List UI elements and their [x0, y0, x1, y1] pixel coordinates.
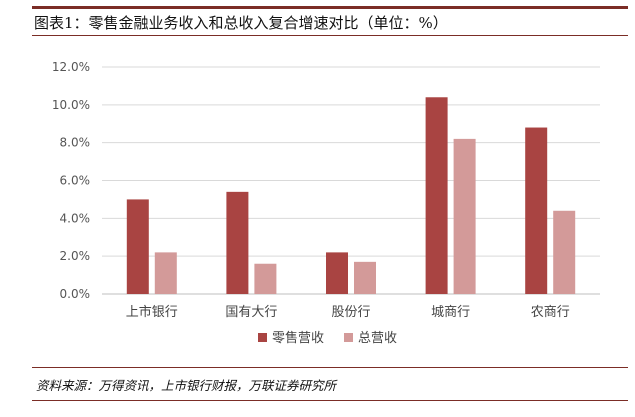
- bar-retail: [126, 199, 149, 294]
- y-tick-label: 0.0%: [60, 287, 91, 301]
- legend-label: 总营收: [358, 331, 397, 346]
- bar-retail: [326, 252, 348, 294]
- source-bar: 资料来源：万得资讯，上市银行财报，万联证券研究所: [32, 367, 628, 401]
- x-tick-label: 农商行: [531, 305, 570, 320]
- y-tick-label: 4.0%: [60, 211, 91, 225]
- y-tick-label: 10.0%: [52, 98, 90, 112]
- x-tick-label: 国有大行: [225, 305, 277, 320]
- x-tick-label: 城商行: [431, 305, 470, 320]
- legend-swatch: [344, 333, 353, 342]
- x-tick-label: 股份行: [331, 305, 370, 320]
- y-tick-label: 12.0%: [52, 60, 90, 74]
- page-title: 图表1：零售金融业务收入和总收入复合增速对比（单位：%）: [34, 13, 448, 32]
- y-tick-label: 8.0%: [60, 136, 91, 150]
- y-tick-label: 2.0%: [60, 249, 91, 263]
- legend-label: 零售营收: [272, 330, 324, 346]
- bar-retail: [525, 127, 548, 295]
- bar-total: [154, 252, 177, 294]
- bar-chart: 0.0% 2.0% 4.0% 6.0% 8.0% 10.0% 12.0% 上市银行 国有大行 股份…: [52, 60, 600, 346]
- bar-total: [354, 261, 376, 294]
- y-tick-label: 6.0%: [60, 174, 91, 188]
- bar-retail: [226, 191, 249, 294]
- x-tick-label: 上市银行: [126, 304, 178, 320]
- title-bar: 图表1：零售金融业务收入和总收入复合增速对比（单位：%）: [32, 6, 628, 36]
- bar-total: [553, 210, 576, 294]
- bar-total: [254, 263, 277, 294]
- legend-swatch: [258, 333, 267, 342]
- source-note: 资料来源：万得资讯，上市银行财报，万联证券研究所: [36, 377, 337, 393]
- bar-retail: [425, 97, 448, 294]
- bar-total: [453, 138, 476, 294]
